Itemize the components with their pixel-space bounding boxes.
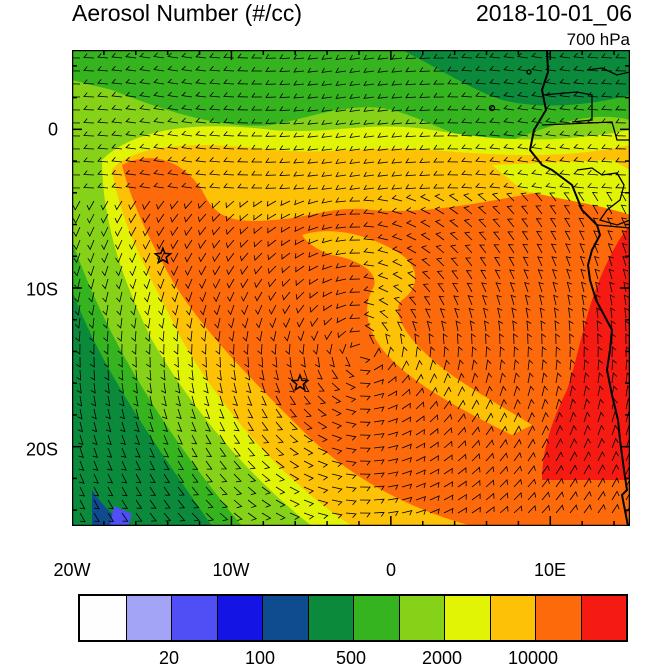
- colorbar-swatch-10: [535, 596, 581, 640]
- field-sw-darkgreen: [72, 290, 212, 526]
- colorbar-label-20: 20: [158, 648, 180, 668]
- colorbar-swatch-6: [353, 596, 399, 640]
- field-yellow-tongue: [302, 231, 532, 435]
- field-sw-blue: [92, 490, 127, 526]
- colorbar-swatch-5: [307, 596, 353, 640]
- lat-label-10s: 10S: [25, 279, 58, 300]
- colorbar-label-500: 500: [335, 648, 367, 668]
- colorbar-swatch-7: [398, 596, 444, 640]
- colorbar-swatch-1: [125, 596, 171, 640]
- colorbar-label-2000: 2000: [421, 648, 463, 668]
- colorbar-swatch-8: [444, 596, 490, 640]
- map-canvas: [70, 48, 632, 528]
- border-5: [586, 67, 630, 76]
- colorbar: [78, 594, 628, 642]
- coastline: [528, 50, 629, 526]
- field-red: [542, 225, 630, 480]
- markers-layer: [153, 246, 310, 392]
- map-title: Aerosol Number (#/cc): [72, 0, 303, 26]
- star-1-marker: [153, 246, 173, 265]
- lat-label-0: 0: [47, 119, 58, 140]
- colorbar-swatch-4: [262, 596, 308, 640]
- pressure-level-label: 700 hPa: [566, 30, 630, 49]
- lon-label-20w: 20W: [53, 560, 91, 580]
- field-orange: [122, 158, 630, 526]
- star-2-marker: [290, 373, 310, 392]
- colorbar-swatch-9: [489, 596, 535, 640]
- wind-barbs: [72, 52, 630, 523]
- colorbar-swatch-3: [216, 596, 262, 640]
- field-yellow-north: [492, 160, 630, 215]
- colorbar-swatch-2: [171, 596, 217, 640]
- colorbar-label-10000: 10000: [507, 648, 559, 668]
- border-2: [541, 121, 630, 141]
- lon-label-10e: 10E: [533, 560, 567, 580]
- colorbar-swatch-11: [580, 596, 626, 640]
- field-north-darkgreen: [402, 50, 630, 106]
- datetime-label: 2018-10-01_06: [475, 0, 632, 26]
- colorbar-label-100: 100: [244, 648, 276, 668]
- aerosol-map: [70, 48, 632, 528]
- lat-label-20s: 20S: [25, 439, 58, 460]
- border-4: [596, 224, 630, 229]
- lon-label-0: 0: [385, 560, 397, 580]
- lon-label-10w: 10W: [212, 560, 250, 580]
- border-3: [576, 167, 630, 226]
- border-1: [541, 91, 593, 123]
- colorbar-swatch-0: [80, 596, 126, 640]
